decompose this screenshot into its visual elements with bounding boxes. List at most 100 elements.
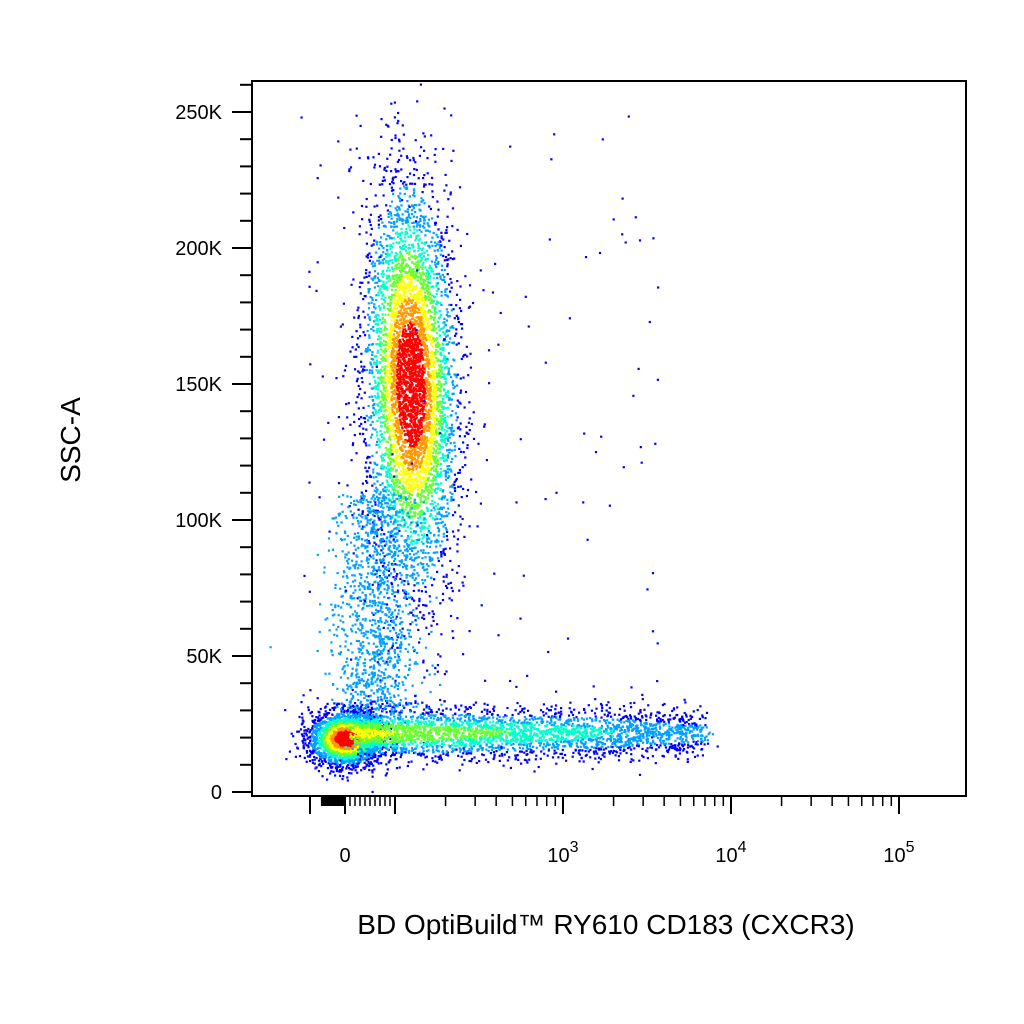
data-point [372,407,375,410]
data-point [423,283,426,286]
data-point [407,265,410,268]
data-point [423,454,427,457]
data-point [435,345,438,348]
data-point [396,371,399,374]
data-point [439,309,442,313]
data-point [412,270,415,274]
data-point [368,343,371,346]
data-point [424,318,428,322]
data-point [445,359,448,363]
data-point [445,584,448,588]
data-point [407,324,410,327]
data-point [375,486,378,489]
data-point [390,387,393,390]
data-point [415,204,418,207]
data-point [408,252,411,255]
data-point [426,378,429,381]
data-point [393,281,396,284]
data-point [424,424,427,427]
data-point [395,416,398,420]
data-point [416,355,419,358]
data-point [371,372,374,375]
data-point [410,281,413,285]
data-point [449,326,452,329]
data-point [410,331,413,334]
data-point [401,261,404,264]
data-point [423,334,426,337]
data-point [398,499,401,502]
data-point [398,327,401,330]
data-point [391,246,394,249]
data-point [365,414,368,417]
data-point [440,498,443,501]
data-point [436,470,439,474]
data-point [430,540,433,543]
data-point [425,303,428,306]
data-point [362,427,365,430]
data-point [379,424,383,428]
data-point [382,176,385,179]
data-point [384,401,387,404]
data-point [451,426,454,429]
data-point [468,429,471,432]
data-point [432,469,436,472]
data-point [417,249,420,252]
data-point [397,465,401,468]
data-point [394,481,397,484]
data-point [379,287,382,290]
data-point [395,358,398,362]
data-point [418,441,422,445]
data-point [417,534,420,537]
data-point [418,432,421,435]
data-point [431,557,434,560]
data-point [405,183,408,186]
data-point [463,575,466,578]
data-point [366,457,369,460]
data-point [436,447,439,450]
data-point [418,445,421,448]
data-point [415,433,418,436]
data-point [384,502,387,505]
data-point [420,389,423,392]
data-point [399,254,403,257]
data-point [431,316,434,319]
data-point [424,279,427,282]
data-point [443,366,446,369]
data-point [439,275,442,278]
data-point [429,276,432,279]
data-point [398,287,401,291]
data-point [390,515,393,518]
data-point [432,369,435,373]
data-point [429,459,432,462]
data-point [401,497,405,500]
data-point [405,290,408,293]
data-point [459,422,462,425]
data-point [409,278,412,281]
data-point [393,220,396,224]
data-point [400,264,403,267]
data-point [358,425,361,428]
data-point [394,478,397,481]
data-point [402,305,405,308]
data-point [401,484,405,487]
data-point [409,280,413,283]
data-point [427,367,430,370]
data-point [374,503,377,506]
data-point [444,231,447,234]
data-point [399,217,402,220]
data-point [401,287,404,290]
data-point [418,466,422,469]
data-point [410,549,414,553]
data-point [434,353,437,356]
data-point [397,119,400,122]
data-point [435,431,438,434]
data-point [430,417,433,420]
data-point [424,409,428,412]
data-point [431,517,435,520]
data-point [388,450,391,453]
data-point [398,482,401,485]
data-point [360,491,363,494]
data-point [386,441,390,444]
data-point [410,611,413,614]
data-point [397,315,400,318]
